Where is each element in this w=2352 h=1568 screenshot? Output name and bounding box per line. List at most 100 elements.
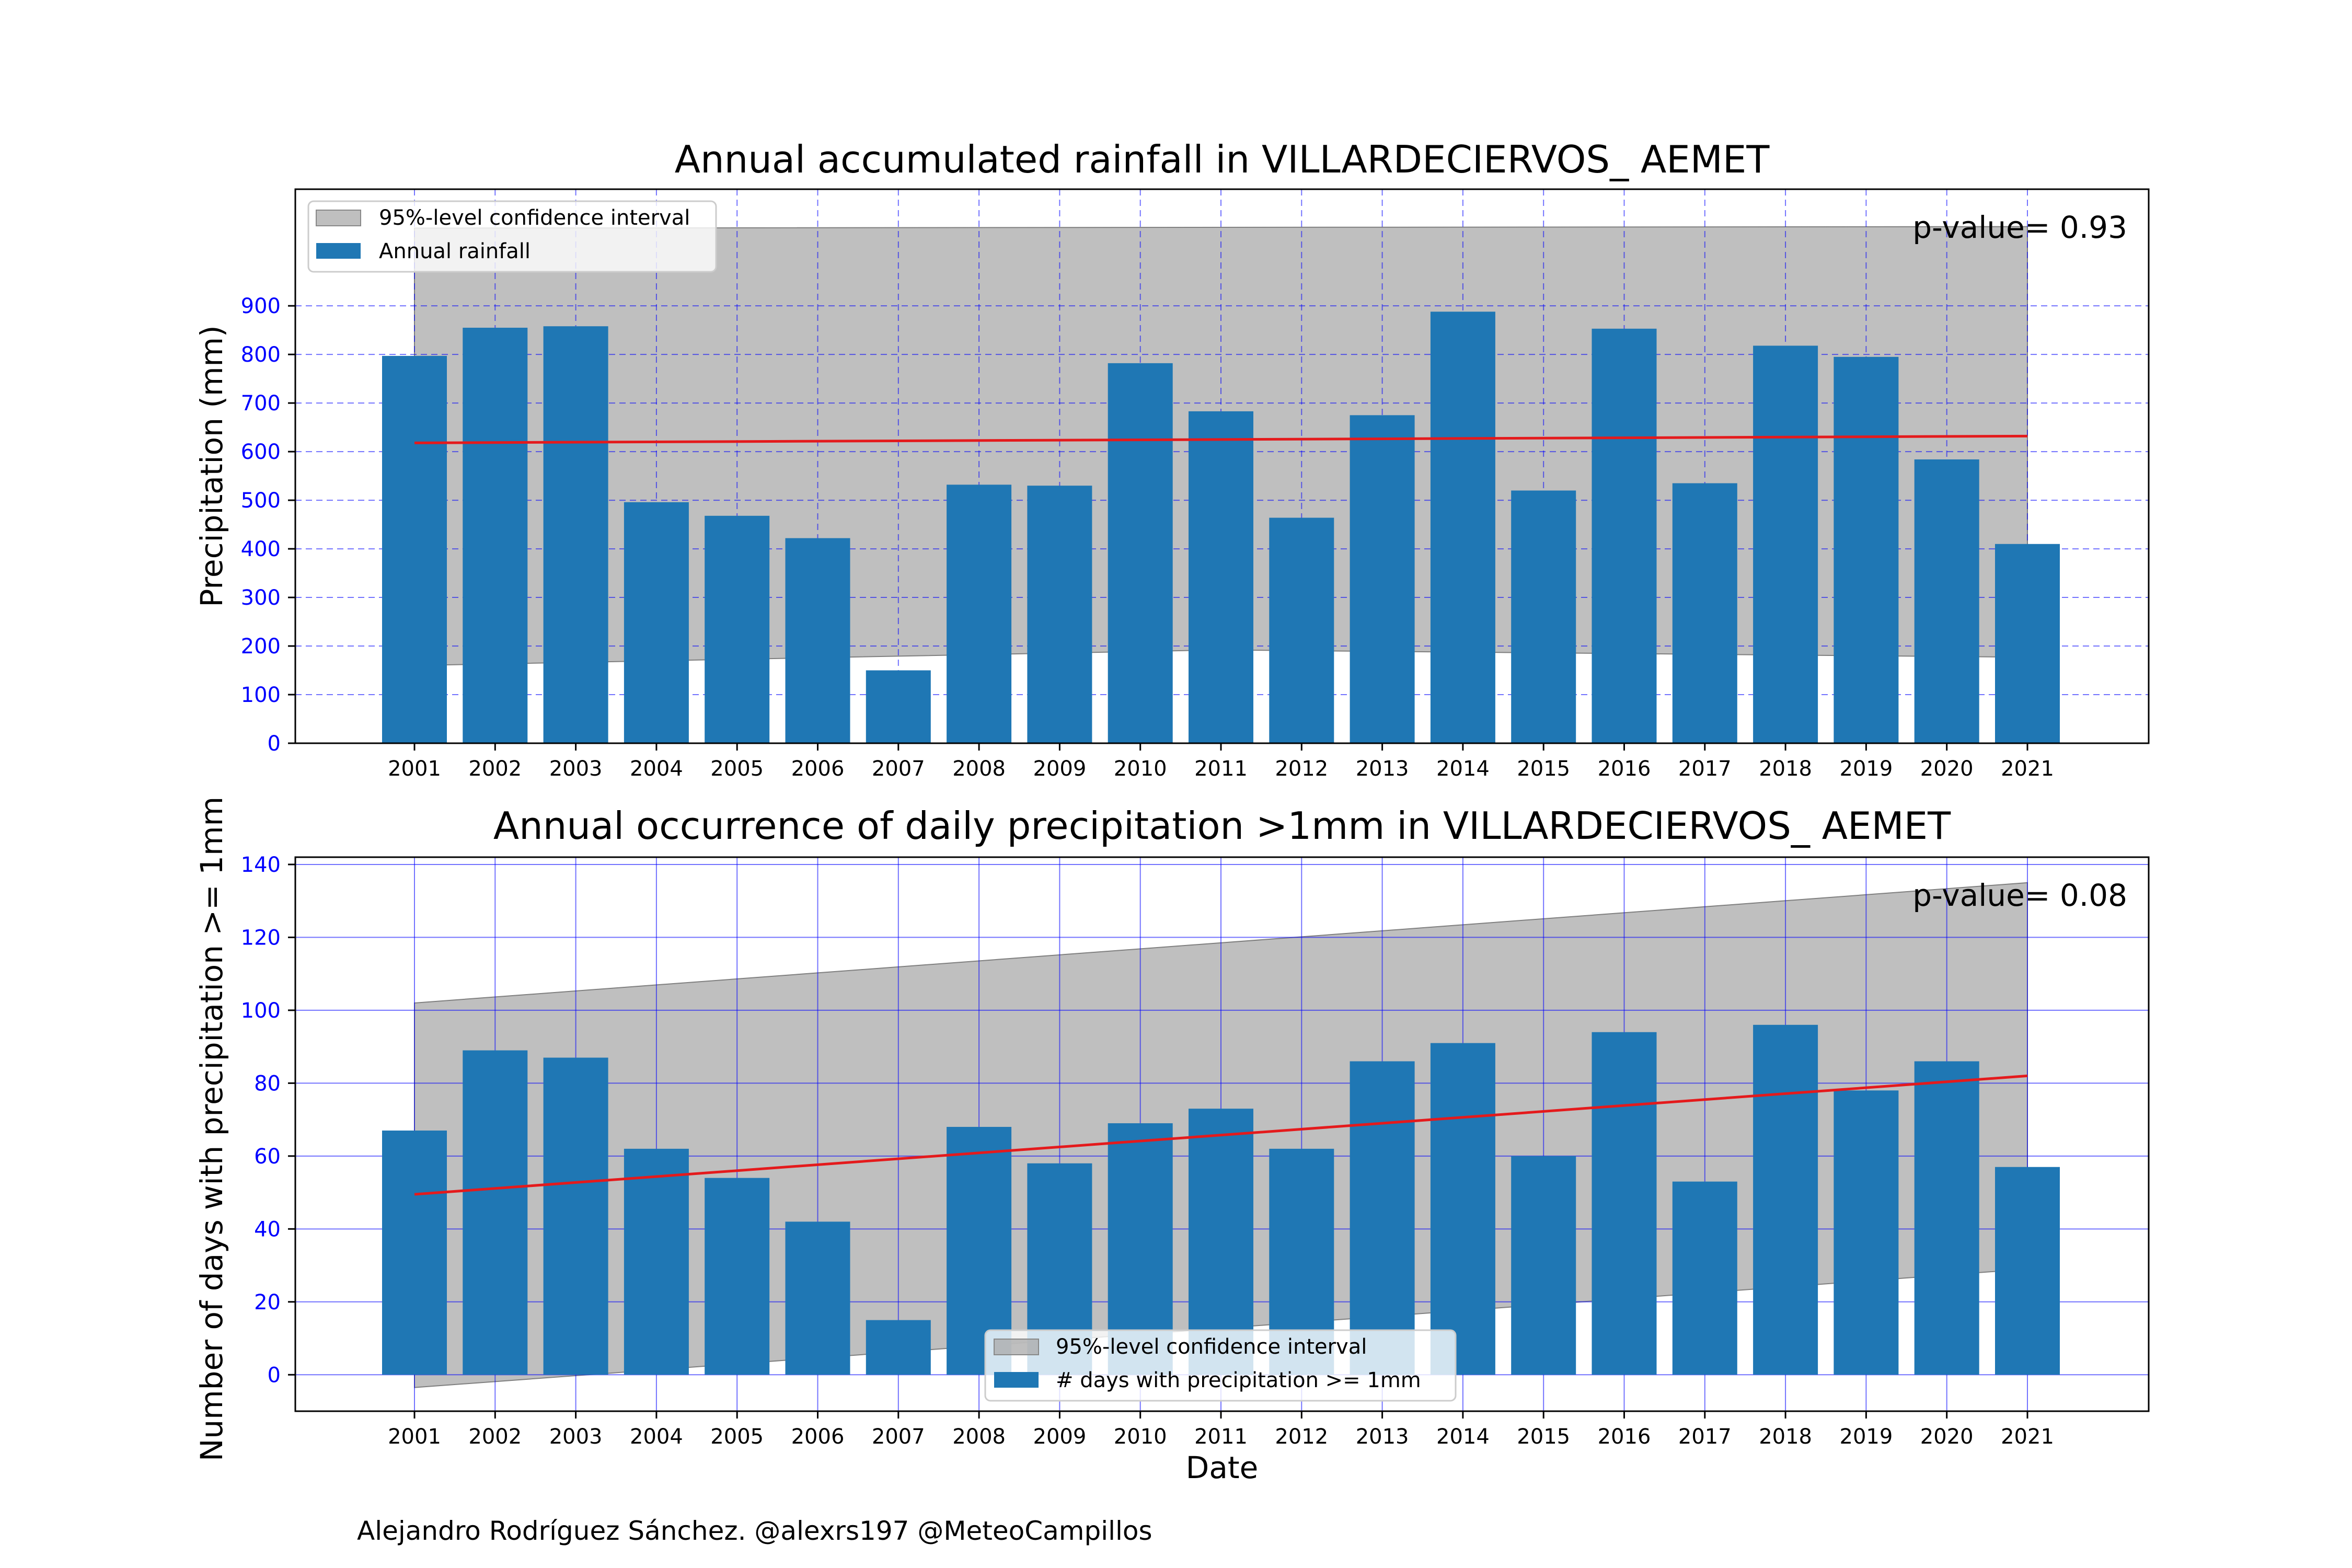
bar-2018: [1753, 1024, 1818, 1375]
legend-ci-label: 95%-level confidence interval: [379, 206, 690, 230]
bar-2021: [1995, 1167, 2060, 1375]
rain-days-chart: Annual occurrence of daily precipitation…: [194, 797, 2150, 1485]
x-tick-label: 2008: [952, 757, 1006, 781]
y-tick-label: 500: [241, 489, 281, 513]
x-tick-label: 2006: [791, 757, 845, 781]
x-tick-label: 2014: [1436, 757, 1490, 781]
bar-2014: [1430, 1043, 1495, 1375]
rain-days-chart-title: Annual occurrence of daily precipitation…: [493, 804, 1951, 848]
x-tick-label: 2006: [791, 1425, 845, 1449]
bar-2020: [1914, 1061, 1979, 1375]
bar-2003: [543, 326, 608, 743]
x-tick-label: 2012: [1275, 757, 1328, 781]
x-tick-label: 2017: [1678, 757, 1732, 781]
x-tick-label: 2016: [1598, 757, 1651, 781]
legend-bar-swatch: [994, 1372, 1039, 1388]
x-tick-label: 2019: [1840, 757, 1893, 781]
bar-2013: [1350, 1061, 1415, 1375]
x-tick-label: 2009: [1033, 1425, 1087, 1449]
bar-2021: [1995, 544, 2060, 743]
x-tick-label: 2016: [1598, 1425, 1651, 1449]
y-tick-label: 0: [268, 1363, 281, 1387]
bar-2005: [705, 1178, 770, 1375]
rain-days-x-ticks: 2001 2002 2003 2004 2005 2006 2007 2008 2009 2010…: [388, 1411, 2054, 1449]
x-tick-label: 2018: [1759, 757, 1812, 781]
x-tick-label: 2014: [1436, 1425, 1490, 1449]
y-tick-label: 20: [254, 1290, 281, 1315]
x-tick-label: 2011: [1194, 1425, 1248, 1449]
x-tick-label: 2013: [1356, 757, 1409, 781]
bar-2005: [705, 515, 770, 743]
x-tick-label: 2004: [630, 757, 683, 781]
x-tick-label: 2005: [710, 757, 764, 781]
bar-2016: [1592, 328, 1657, 743]
y-tick-label: 700: [241, 391, 281, 416]
rain-days-plot-frame: [294, 856, 2150, 1412]
rainfall-chart-y-axis-label: Precipitation (mm): [194, 325, 229, 607]
bar-2010: [1108, 363, 1173, 743]
x-tick-label: 2011: [1194, 757, 1248, 781]
trend-line: [414, 434, 2028, 444]
x-tick-label: 2013: [1356, 1425, 1409, 1449]
y-tick-label: 800: [241, 343, 281, 367]
legend-bar-label: Annual rainfall: [379, 239, 531, 263]
x-tick-label: 2004: [630, 1425, 683, 1449]
x-tick-label: 2020: [1920, 757, 1974, 781]
y-tick-label: 60: [254, 1145, 281, 1169]
y-tick-label: 100: [241, 999, 281, 1023]
bar-2012: [1269, 517, 1334, 743]
x-tick-label: 2001: [388, 1425, 441, 1449]
bar-2007: [866, 670, 931, 743]
bar-2015: [1511, 490, 1576, 743]
x-tick-label: 2012: [1275, 1425, 1328, 1449]
x-tick-label: 2002: [468, 1425, 522, 1449]
rain-days-trend-line: [414, 1074, 2028, 1196]
bar-2013: [1350, 415, 1415, 743]
rain-days-legend: 95%-level confidence interval # days wit…: [984, 1329, 1457, 1402]
rainfall-x-ticks: 2001 2002 2003 2004 2005 2006 2007 2008 2009 2010…: [388, 743, 2054, 781]
x-tick-label: 2008: [952, 1425, 1006, 1449]
legend-ci-label: 95%-level confidence interval: [1056, 1335, 1367, 1359]
x-tick-label: 2003: [549, 1425, 603, 1449]
rain-days-y-ticks: 0 20 40 60 80 100 120 140: [241, 853, 295, 1387]
x-tick-label: 2015: [1517, 757, 1570, 781]
bar-2004: [624, 502, 689, 743]
x-tick-label: 2001: [388, 757, 441, 781]
bar-2017: [1672, 1181, 1737, 1375]
rainfall-chart: Annual accumulated rainfall in VILLARDEC…: [194, 137, 2150, 781]
x-tick-label: 2007: [872, 1425, 925, 1449]
x-tick-label: 2019: [1840, 1425, 1893, 1449]
bar-2007: [866, 1320, 931, 1375]
y-tick-label: 0: [268, 732, 281, 756]
rainfall-bars: [382, 312, 2060, 743]
legend-ci-swatch: [316, 210, 361, 226]
bar-2009: [1027, 486, 1092, 743]
legend-ci-swatch: [994, 1339, 1039, 1355]
y-tick-label: 400: [241, 537, 281, 561]
bar-2003: [543, 1057, 608, 1375]
x-tick-label: 2020: [1920, 1425, 1974, 1449]
x-tick-label: 2010: [1114, 1425, 1167, 1449]
bar-2019: [1834, 356, 1899, 743]
bar-2002: [463, 328, 528, 743]
bar-2011: [1189, 411, 1253, 743]
trend-line: [414, 1074, 2028, 1196]
bar-2006: [785, 1221, 850, 1375]
bar-2014: [1430, 312, 1495, 743]
bar-2001: [382, 1131, 447, 1375]
y-tick-label: 900: [241, 294, 281, 318]
y-tick-label: 120: [241, 926, 281, 950]
rain-days-chart-y-axis-label: Number of days with precipitation >= 1mm: [194, 797, 229, 1461]
y-tick-label: 100: [241, 683, 281, 707]
x-tick-label: 2018: [1759, 1425, 1812, 1449]
bar-2019: [1834, 1090, 1899, 1375]
bar-2015: [1511, 1156, 1576, 1375]
legend-bar-swatch: [316, 243, 361, 259]
x-tick-label: 2002: [468, 757, 522, 781]
rainfall-trend-line: [414, 434, 2028, 444]
bar-2016: [1592, 1032, 1657, 1375]
x-tick-label: 2021: [2001, 1425, 2054, 1449]
author-credit: Alejandro Rodríguez Sánchez. @alexrs197 …: [357, 1516, 1152, 1546]
x-tick-label: 2010: [1114, 757, 1167, 781]
bar-2020: [1914, 459, 1979, 743]
